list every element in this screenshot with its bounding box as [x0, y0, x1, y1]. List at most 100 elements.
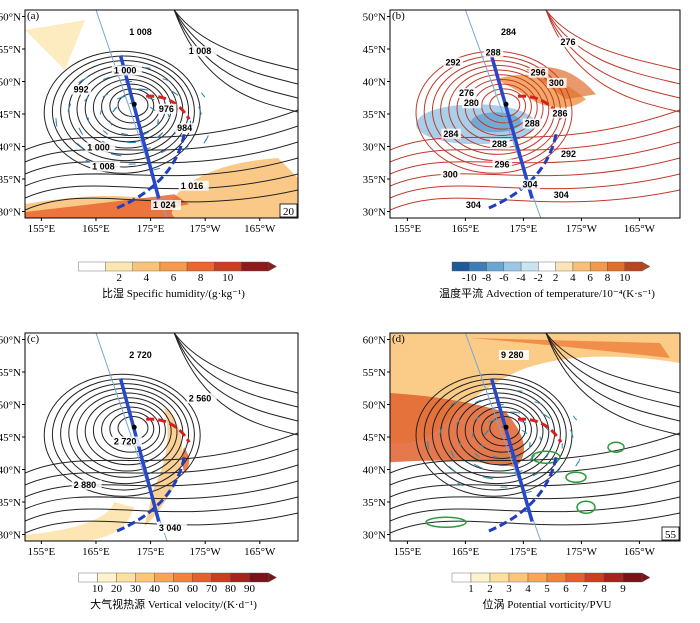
wind-arrow: [77, 142, 83, 148]
contour-line: [390, 125, 680, 163]
wind-arrow: [482, 476, 490, 479]
colorbar-tick-label: 1: [468, 583, 474, 595]
wind-arrow: [474, 399, 482, 403]
wind-arrow: [512, 411, 521, 414]
panel-label: (b): [392, 10, 405, 22]
contour-ring: [51, 55, 195, 168]
wind-arrow: [55, 118, 57, 124]
lon-tick-label: 155°E: [394, 223, 422, 235]
contour-label: 304: [466, 200, 481, 210]
lon-tick-label: 155°E: [394, 546, 422, 558]
colorbar: -10 -8 -6 -4 -2 2 4 6 8 10 温度平流 Advection of tempe…: [439, 261, 655, 300]
colorbar-title: 温度平流 Advection of temperature/10⁻⁴(K·s⁻¹…: [439, 286, 655, 300]
panel-3: 2 720 2 560 2 720 2 880 3 040 (c) 60°N 55°N 50°N…: [0, 332, 299, 611]
wind-arrow: [167, 113, 171, 119]
humidity-shade-nw: [25, 20, 85, 70]
lon-tick-label: 175°E: [510, 223, 538, 235]
wind-arrow: [459, 440, 462, 446]
contour-line: [545, 10, 680, 71]
wind-arrow: [203, 138, 207, 144]
wind-arrow: [84, 96, 89, 102]
wind-arrow: [519, 420, 527, 424]
contours: [25, 333, 298, 534]
contour-line: [173, 333, 298, 422]
lon-tick-label: 165°E: [452, 546, 480, 558]
colorbar-tick-label: 8: [605, 272, 611, 284]
colorbar-swatch: [78, 572, 98, 583]
wind-arrow: [484, 429, 490, 435]
contour-line: [25, 173, 298, 199]
contour-label: 3 040: [159, 523, 182, 533]
colorbar-swatch: [508, 572, 529, 583]
colorbar-swatch: [97, 572, 117, 583]
warm-front: [146, 94, 191, 121]
colorbar-swatch: [546, 572, 567, 583]
warm-front: [517, 94, 563, 121]
colorbar-arrow: [641, 261, 651, 272]
lat-tick-label: 60°N: [363, 335, 386, 347]
lat-tick-label: 35°N: [363, 109, 386, 121]
wind-arrow: [199, 109, 202, 115]
section-line: [489, 55, 534, 199]
colorbar-tick-label: 80: [225, 583, 237, 595]
colorbar-tick-label: 70: [206, 583, 218, 595]
contour-line: [390, 496, 680, 522]
cold-front: [485, 133, 558, 211]
vector-ref-label: 20: [283, 206, 295, 218]
colorbar-tick-label: 4: [144, 272, 150, 284]
contour-ring: [60, 60, 190, 162]
lon-tick-label: 175°E: [510, 546, 538, 558]
contour-line: [545, 10, 680, 113]
colorbar-tick-label: 10: [222, 272, 234, 284]
contour-line: [25, 448, 298, 486]
contour-line: [390, 432, 680, 474]
contour-label: 288: [492, 139, 507, 149]
colorbar-swatch: [116, 572, 136, 583]
contour-label-bg: [463, 200, 484, 210]
section-line: [489, 378, 534, 522]
colorbar-tick-label: -2: [534, 272, 543, 284]
wind-arrow: [544, 414, 551, 419]
contour-label: 276: [560, 37, 575, 47]
wind-arrow: [572, 415, 578, 421]
contour-ring: [423, 378, 567, 491]
lon-tick-label: 175°W: [566, 223, 598, 235]
colorbar-swatch: [607, 261, 625, 272]
colorbar-swatch: [603, 572, 624, 583]
wind-arrow: [427, 441, 429, 447]
wind-arrow: [471, 432, 474, 438]
contour-line: [390, 464, 680, 498]
lat-tick-label: 50°N: [0, 77, 21, 89]
colorbar-tick-label: 2: [487, 583, 493, 595]
lon-tick-label: 165°E: [452, 223, 480, 235]
lat-tick-label: 35°N: [0, 497, 21, 509]
contour-label: 300: [549, 78, 564, 88]
pv-contour: [576, 500, 596, 514]
contour-label-bg: [522, 118, 543, 129]
wind-arrow: [457, 482, 464, 487]
lat-tick-label: 50°N: [363, 400, 386, 412]
contour-label: 2 720: [129, 350, 152, 360]
wind-arrow: [102, 130, 109, 135]
humidity-shade: [25, 158, 298, 218]
contour-ring: [464, 401, 538, 459]
colorbar-tick-label: 90: [244, 583, 256, 595]
contour-label: 992: [74, 85, 89, 95]
colorbar-swatch: [173, 572, 193, 583]
wind-arrow: [102, 93, 109, 98]
lon-tick-label: 165°W: [624, 223, 656, 235]
colorbar-title: 大气视热源 Vertical velocity/(K·d⁻¹): [90, 597, 257, 611]
lon-tick-label: 175°W: [190, 223, 222, 235]
colorbar-swatch: [565, 572, 586, 583]
cyclone-center: [503, 101, 509, 107]
cold-front: [485, 456, 558, 534]
lat-tick-label: 30°N: [363, 530, 386, 542]
colorbar-swatch: [211, 572, 231, 583]
contour-label-bg: [127, 350, 158, 360]
lat-tick-label: 45°N: [0, 109, 21, 121]
contour-line: [545, 10, 680, 85]
contour-label-bg: [550, 108, 571, 119]
section-line: [118, 378, 161, 522]
warm-front: [146, 417, 191, 444]
